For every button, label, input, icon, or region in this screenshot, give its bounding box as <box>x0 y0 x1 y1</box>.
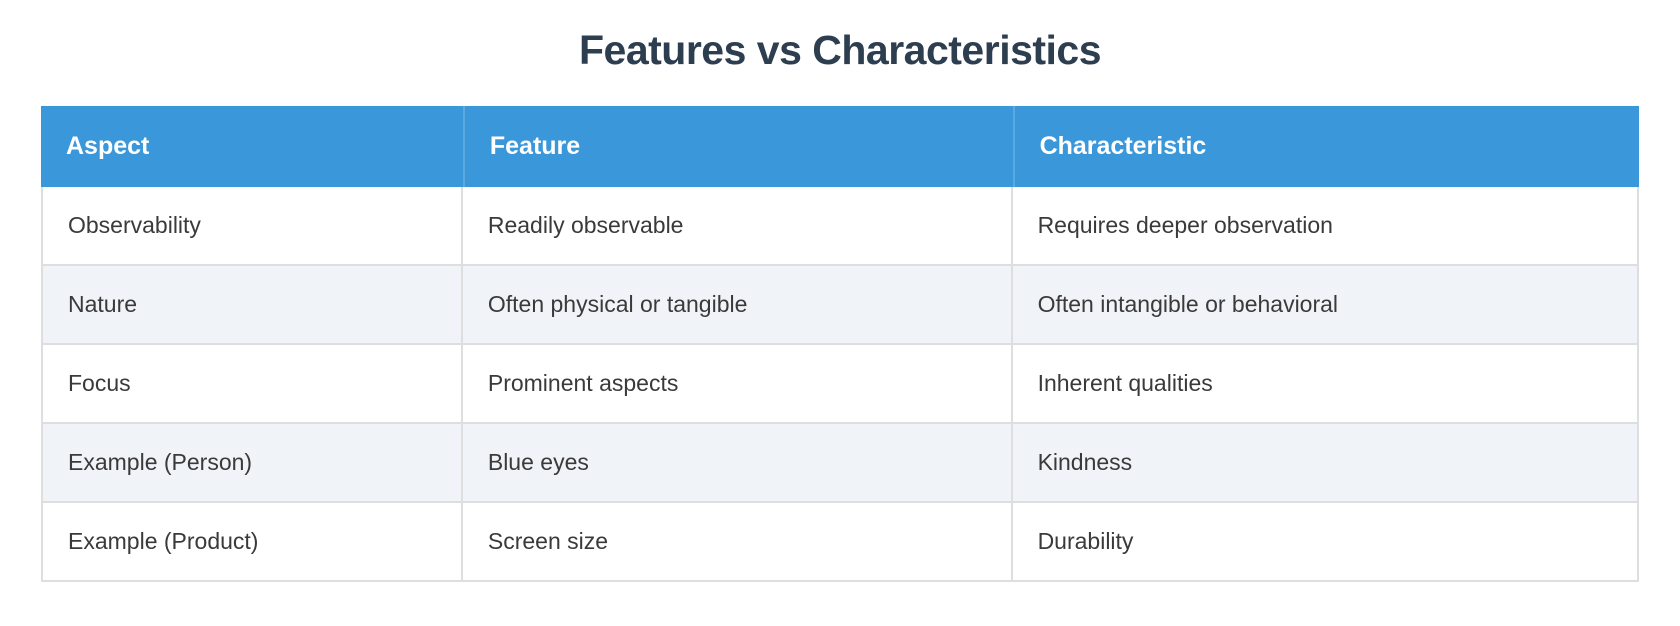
cell-aspect: Example (Person) <box>41 424 463 503</box>
cell-characteristic: Requires deeper observation <box>1012 187 1639 266</box>
cell-aspect: Focus <box>41 345 463 424</box>
comparison-table: Aspect Feature Characteristic Observabil… <box>41 106 1639 582</box>
cell-feature: Screen size <box>462 503 1013 582</box>
cell-aspect: Example (Product) <box>41 503 463 582</box>
table-container: Aspect Feature Characteristic Observabil… <box>0 106 1680 582</box>
cell-aspect: Nature <box>41 266 463 345</box>
page-title: Features vs Characteristics <box>578 27 1102 73</box>
table-row: Focus Prominent aspects Inherent qualiti… <box>41 345 1639 424</box>
cell-characteristic: Durability <box>1012 503 1639 582</box>
cell-characteristic: Inherent qualities <box>1012 345 1639 424</box>
table-row: Observability Readily observable Require… <box>41 187 1639 266</box>
cell-aspect: Observability <box>41 187 463 266</box>
table-row: Example (Product) Screen size Durability <box>41 503 1639 582</box>
table-row: Example (Person) Blue eyes Kindness <box>41 424 1639 503</box>
column-header-aspect: Aspect <box>41 106 463 187</box>
table-body: Observability Readily observable Require… <box>41 187 1639 582</box>
table-header-row: Aspect Feature Characteristic <box>41 106 1639 187</box>
column-header-feature: Feature <box>462 106 1013 187</box>
cell-feature: Prominent aspects <box>462 345 1013 424</box>
cell-feature: Readily observable <box>462 187 1013 266</box>
cell-characteristic: Often intangible or behavioral <box>1012 266 1639 345</box>
column-header-characteristic: Characteristic <box>1012 106 1639 187</box>
cell-feature: Often physical or tangible <box>462 266 1013 345</box>
cell-characteristic: Kindness <box>1012 424 1639 503</box>
table-row: Nature Often physical or tangible Often … <box>41 266 1639 345</box>
cell-feature: Blue eyes <box>462 424 1013 503</box>
